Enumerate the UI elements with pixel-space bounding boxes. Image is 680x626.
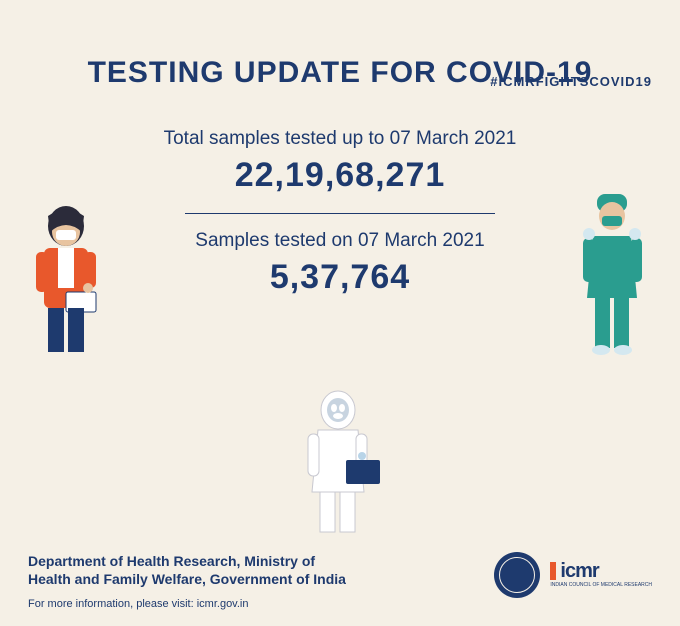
nurse-orange-illustration — [18, 198, 128, 358]
stats-divider — [185, 213, 495, 214]
footer: Department of Health Research, Ministry … — [0, 538, 680, 626]
icmr-logo-subtitle: INDIAN COUNCIL OF MEDICAL RESEARCH — [550, 582, 652, 588]
dept-line1: Department of Health Research, Ministry … — [28, 553, 315, 569]
footer-right: icmr INDIAN COUNCIL OF MEDICAL RESEARCH — [494, 552, 652, 598]
icmr-logo-text: icmr — [550, 562, 652, 580]
surgeon-teal-illustration — [561, 188, 666, 358]
dept-line2: Health and Family Welfare, Government of… — [28, 571, 346, 587]
more-info-text: For more information, please visit: icmr… — [28, 598, 388, 610]
total-tested-label: Total samples tested up to 07 March 2021 — [0, 128, 680, 150]
department-text: Department of Health Research, Ministry … — [28, 552, 388, 588]
icmr-logo: icmr INDIAN COUNCIL OF MEDICAL RESEARCH — [550, 562, 652, 588]
hashtag-text: #ICMRFIGHTSCOVID19 — [490, 74, 652, 89]
ppe-suit-illustration — [290, 388, 400, 538]
govt-seal-icon — [494, 552, 540, 598]
footer-left: Department of Health Research, Ministry … — [28, 552, 388, 610]
